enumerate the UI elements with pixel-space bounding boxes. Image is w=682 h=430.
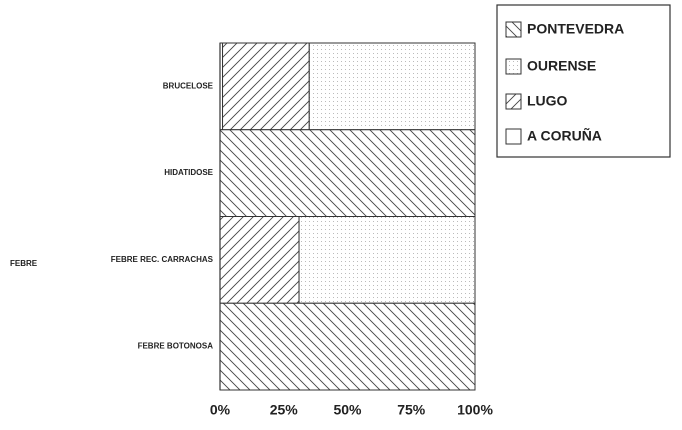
- legend-swatch: [505, 21, 522, 38]
- x-tick-label: 100%: [457, 402, 493, 418]
- legend-swatch: [505, 58, 522, 75]
- bar-segment: [219, 216, 300, 304]
- legend-label: A CORUÑA: [527, 127, 602, 144]
- y-tick-label: FEBRE REC. CARRACHAS: [111, 255, 214, 264]
- group-label: FEBRE: [10, 259, 38, 268]
- bar-segment: [298, 216, 476, 304]
- y-tick-label: HIDATIDOSE: [164, 168, 213, 177]
- bar-segment: [222, 42, 310, 131]
- bar-segment: [308, 42, 476, 131]
- legend-label: PONTEVEDRA: [527, 21, 624, 37]
- y-tick-label: FEBRE BOTONOSA: [138, 342, 214, 351]
- legend-label: LUGO: [527, 93, 568, 109]
- legend-swatch: [505, 93, 522, 110]
- legend-box: [496, 4, 671, 158]
- bar-segment: [219, 302, 476, 391]
- legend-label: OURENSE: [527, 58, 596, 74]
- bar-segment: [219, 129, 476, 217]
- x-tick-label: 75%: [397, 402, 426, 418]
- x-tick-label: 50%: [333, 402, 362, 418]
- x-tick-label: 25%: [270, 402, 299, 418]
- y-tick-label: BRUCELOSE: [163, 81, 214, 90]
- x-tick-label: 0%: [210, 402, 231, 418]
- legend-swatch: [505, 128, 522, 145]
